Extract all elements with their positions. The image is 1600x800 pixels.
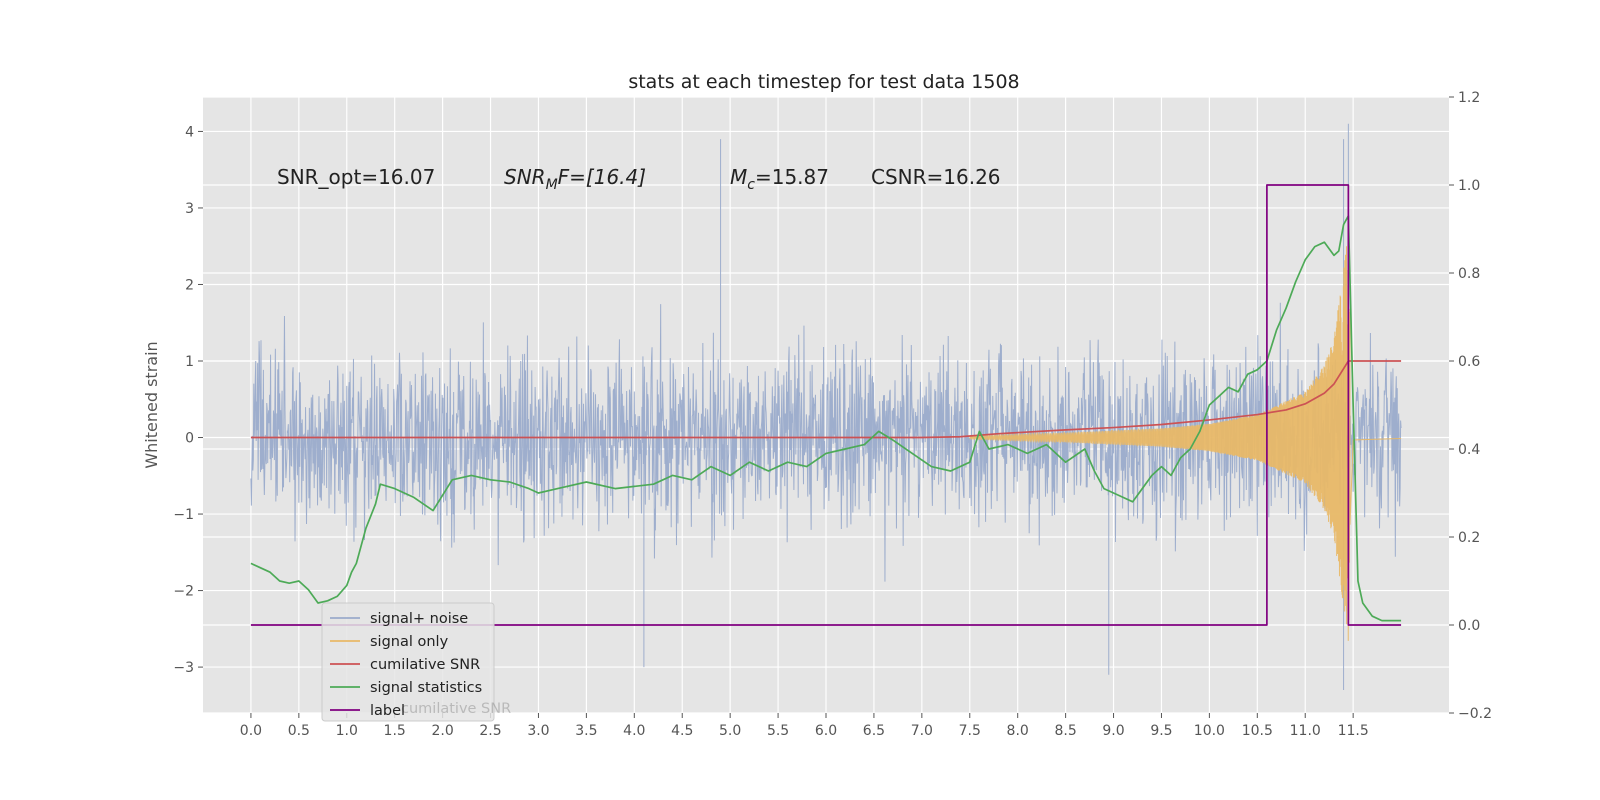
series-signal-only bbox=[969, 241, 1402, 641]
x-tick-label: 1.5 bbox=[384, 723, 406, 739]
x-tick-label: 8.5 bbox=[1054, 723, 1076, 739]
snr-mf-rest: F=[16.4] bbox=[558, 165, 646, 189]
x-tick-label: 1.0 bbox=[336, 723, 358, 739]
x-tick-label: 0.5 bbox=[288, 723, 310, 739]
legend-ghost-label: cumilative SNR bbox=[401, 701, 511, 717]
snr-mf-annotation: SNRMF=[16.4] bbox=[504, 165, 646, 193]
x-tick-label: 7.5 bbox=[959, 723, 981, 739]
y-tick-label: 3 bbox=[185, 201, 194, 217]
legend-box bbox=[321, 602, 495, 722]
x-tick-label: 6.5 bbox=[863, 723, 885, 739]
y-tick-label: −1 bbox=[173, 507, 194, 523]
x-tick-label: 3.5 bbox=[575, 723, 597, 739]
annotations: SNR_opt=16.07 SNRMF=[16.4] Mc=15.87 CSNR… bbox=[277, 165, 1001, 193]
y2-tick-label: −0.2 bbox=[1458, 706, 1492, 722]
mc-rest: =15.87 bbox=[755, 165, 829, 189]
y2-tick-label: 0.8 bbox=[1458, 266, 1480, 282]
y2-tick-label: 1.2 bbox=[1458, 90, 1480, 106]
x-tick-label: 9.0 bbox=[1102, 723, 1124, 739]
snr-mf-subscript: M bbox=[546, 177, 558, 193]
plot-area bbox=[250, 123, 1402, 691]
mc-annotation: Mc=15.87 bbox=[730, 165, 829, 193]
y2-tick-label: 0.4 bbox=[1458, 442, 1480, 458]
x-tick-label: 5.5 bbox=[767, 723, 789, 739]
mc-base: M bbox=[730, 165, 747, 189]
mc-subscript: c bbox=[747, 177, 755, 193]
x-tick-label: 2.0 bbox=[431, 723, 453, 739]
snr-mf-base: SNR bbox=[504, 165, 546, 189]
series-label bbox=[250, 184, 1402, 626]
y-tick-label: 1 bbox=[185, 354, 194, 370]
x-tick-label: 2.5 bbox=[479, 723, 501, 739]
csnr-annotation: CSNR=16.26 bbox=[871, 165, 1001, 189]
x-tick-label: 4.0 bbox=[623, 723, 645, 739]
y-tick-label: −3 bbox=[173, 660, 194, 676]
x-tick-label: 5.0 bbox=[719, 723, 741, 739]
y-tick-label: −2 bbox=[173, 584, 194, 600]
y-tick-label: 2 bbox=[185, 277, 194, 293]
legend-label: label bbox=[370, 703, 405, 719]
x-tick-label: 9.5 bbox=[1150, 723, 1172, 739]
y-tick-label: 0 bbox=[185, 431, 194, 447]
x-tick-label: 10.5 bbox=[1242, 723, 1273, 739]
legend-label: signal statistics bbox=[370, 680, 482, 696]
y2-tick-label: 0.2 bbox=[1458, 530, 1480, 546]
y-tick-label: 4 bbox=[185, 124, 194, 140]
x-tick-label: 3.0 bbox=[527, 723, 549, 739]
legend-label: cumilative SNR bbox=[370, 657, 480, 673]
x-tick-label: 11.0 bbox=[1290, 723, 1321, 739]
y2-tick-label: 0.0 bbox=[1458, 618, 1480, 634]
series-cumilative-snr bbox=[250, 360, 1402, 439]
x-tick-label: 4.5 bbox=[671, 723, 693, 739]
x-tick-label: 8.0 bbox=[1007, 723, 1029, 739]
x-tick-label: 11.5 bbox=[1338, 723, 1369, 739]
x-tick-label: 10.0 bbox=[1194, 723, 1225, 739]
y2-tick-label: 1.0 bbox=[1458, 178, 1480, 194]
y2-tick-label: 0.6 bbox=[1458, 354, 1480, 370]
chart-title: stats at each timestep for test data 150… bbox=[628, 71, 1019, 93]
axes: 0.0 0.5 1.0 1.5 2.0 2.5 3.0 3.5 4.0 4.5 5.0 5.5 6.0 6… bbox=[173, 90, 1492, 739]
legend-label: signal only bbox=[370, 634, 449, 650]
x-tick-label: 7.0 bbox=[911, 723, 933, 739]
x-tick-label: 6.0 bbox=[815, 723, 837, 739]
series-signal-statistics bbox=[250, 214, 1402, 622]
snr-opt-annotation: SNR_opt=16.07 bbox=[277, 165, 435, 189]
x-tick-label: 0.0 bbox=[240, 723, 262, 739]
y-axis-label: Whitened strain bbox=[142, 341, 161, 468]
legend: cumilative SNR signal+ noise signal only cu… bbox=[321, 602, 511, 722]
legend-label: signal+ noise bbox=[370, 611, 468, 627]
